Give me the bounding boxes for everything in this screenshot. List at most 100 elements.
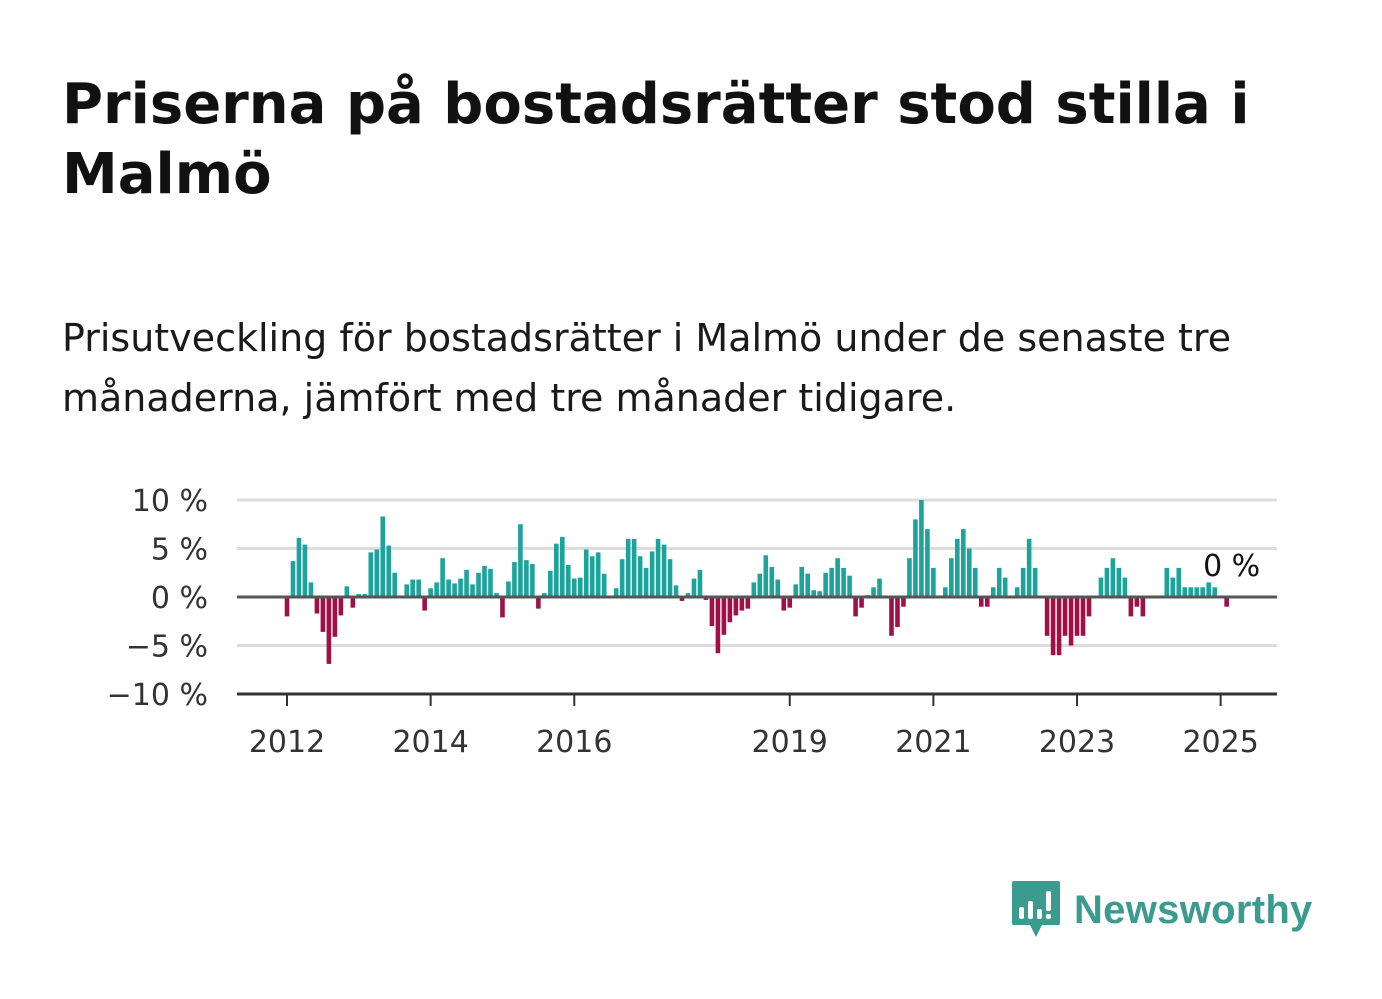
bar <box>1026 538 1032 597</box>
bar <box>655 538 661 597</box>
bar <box>1068 597 1074 646</box>
bar <box>548 570 553 597</box>
x-tick-label: 2019 <box>752 725 828 760</box>
bar <box>302 544 308 597</box>
bar <box>1194 587 1200 597</box>
bar <box>835 558 840 597</box>
bar <box>996 567 1002 597</box>
bar <box>787 597 793 608</box>
bar <box>781 597 787 611</box>
bar <box>1044 597 1050 636</box>
bar <box>1116 567 1122 597</box>
bar <box>643 567 649 597</box>
bar <box>458 578 463 597</box>
bar <box>536 597 541 609</box>
bar <box>811 590 816 597</box>
bar <box>428 588 433 597</box>
bar <box>841 567 846 597</box>
bar <box>733 597 739 616</box>
bar <box>326 597 332 664</box>
y-tick-label: −5 % <box>126 630 208 665</box>
bar <box>446 579 451 597</box>
bar <box>1080 597 1086 636</box>
newsworthy-logo: Newsworthy <box>1010 878 1313 942</box>
bar <box>966 548 972 597</box>
bar <box>308 582 314 597</box>
bar <box>314 597 320 614</box>
bar <box>386 545 392 597</box>
bar <box>506 581 511 597</box>
bar <box>1140 597 1146 617</box>
bar <box>296 537 302 597</box>
bar <box>560 536 565 597</box>
bar <box>476 572 481 597</box>
bar <box>344 586 350 597</box>
bar <box>631 538 637 597</box>
bar <box>1062 597 1068 636</box>
bars <box>284 500 1229 664</box>
bar <box>1020 567 1026 597</box>
bar <box>1164 567 1170 597</box>
bar <box>392 572 398 597</box>
bar <box>859 597 864 608</box>
y-tick-label: 5 % <box>151 533 208 568</box>
page-title: Priserna på bostadsrätter stod stilla i … <box>62 72 1250 207</box>
bar <box>284 597 290 617</box>
bar <box>595 552 601 597</box>
bar <box>422 597 427 611</box>
bar <box>416 579 421 597</box>
bar <box>542 593 547 597</box>
bar <box>1014 587 1020 597</box>
bar <box>320 597 326 632</box>
bar <box>1086 597 1092 617</box>
bar <box>961 529 966 597</box>
x-tick-label: 2023 <box>1039 725 1115 760</box>
bar <box>404 584 409 597</box>
bar <box>494 593 499 597</box>
bar <box>464 569 469 597</box>
bar <box>925 529 930 597</box>
bar <box>931 567 936 597</box>
bar <box>673 585 679 597</box>
bar <box>1176 567 1182 597</box>
bar <box>434 582 439 597</box>
bar <box>1182 587 1188 597</box>
bar <box>895 597 900 628</box>
bar <box>1200 587 1205 597</box>
bar <box>524 560 529 597</box>
bar <box>290 561 296 597</box>
x-tick-label: 2016 <box>536 725 612 760</box>
bar <box>488 568 493 597</box>
bar <box>984 597 990 607</box>
bar <box>440 558 445 597</box>
grid-lines <box>237 498 1277 647</box>
bar <box>589 556 595 597</box>
bar <box>1056 597 1062 656</box>
bar <box>1206 582 1211 597</box>
bar <box>1074 597 1080 636</box>
bar <box>530 564 535 597</box>
end-value-label: 0 % <box>1203 549 1260 584</box>
bar <box>763 555 769 597</box>
bar <box>972 567 978 597</box>
bar <box>745 597 751 609</box>
bar <box>751 582 757 597</box>
bar <box>907 558 912 597</box>
bar <box>625 538 631 597</box>
bar <box>452 583 457 597</box>
bar <box>1098 577 1104 597</box>
bar <box>1128 597 1134 617</box>
bar <box>709 597 715 627</box>
bar <box>1104 567 1110 597</box>
y-tick-label: −10 % <box>107 678 208 713</box>
bar <box>823 572 828 597</box>
bar <box>829 567 834 597</box>
bar <box>332 597 338 637</box>
price-change-bar-chart: 10 % 5 % 0 % −5 % −10 % 2012 2014 2016 2019 2021… <box>107 484 1277 760</box>
bar <box>410 579 415 597</box>
bar <box>727 597 733 623</box>
bar <box>583 549 589 597</box>
bar-chart-speech-bubble-icon <box>1012 881 1060 937</box>
bar <box>1134 597 1140 607</box>
bar <box>877 578 882 597</box>
